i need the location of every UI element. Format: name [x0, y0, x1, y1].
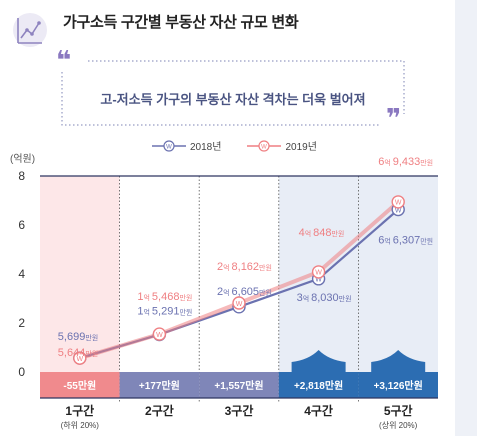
marker-glyph: W	[76, 356, 83, 363]
marker-circle	[232, 296, 246, 310]
change-cell-1	[40, 372, 120, 398]
close-quote-icon: ❞	[386, 104, 402, 134]
column-band-1	[40, 176, 120, 372]
x-tick-note: (상위 20%)	[379, 420, 418, 430]
data-label: 5,644만원	[58, 347, 98, 359]
marker-glyph: W	[156, 332, 163, 339]
legend-marker-2019: W	[247, 139, 282, 152]
marker-glyph: W	[315, 277, 322, 284]
data-label: 3억 8,030만원	[297, 292, 352, 304]
change-cell-5	[358, 372, 438, 398]
callout-text: 고-저소득 가구의 부동산 자산 격차는 더욱 벌어져	[100, 92, 366, 107]
x-tick-label: 3구간	[225, 403, 254, 418]
legend-item-2018: W 2018년	[152, 138, 221, 153]
change-label-4: +2,818만원	[294, 379, 343, 392]
change-label-1: -55만원	[63, 379, 96, 392]
legend-marker-2018: W	[152, 139, 186, 152]
data-label: 5,699만원	[58, 331, 98, 343]
line-chart-icon	[13, 13, 47, 47]
data-point: W	[232, 296, 246, 310]
marker-glyph: W	[236, 301, 243, 308]
change-cell-4	[278, 372, 359, 398]
data-label: 1억 5,291만원	[137, 306, 192, 318]
x-tick-label: 4구간	[304, 403, 333, 418]
change-cell-2	[119, 372, 200, 398]
marker-circle	[73, 351, 87, 365]
legend-label-2018: 2018년	[190, 142, 222, 153]
legend-label-2019: 2019년	[285, 142, 317, 153]
data-label: 4억 848만원	[299, 227, 345, 239]
y-axis-unit: (억원)	[10, 154, 36, 165]
data-point: W	[73, 351, 87, 365]
x-tick-label: 2구간	[145, 403, 174, 418]
data-label: 2억 8,162만원	[217, 261, 272, 273]
page-title: 가구소득 구간별 부동산 자산 규모 변화	[63, 14, 299, 31]
legend-item-2019: W 2019년	[247, 138, 317, 153]
change-label-3: +1,557만원	[214, 379, 263, 392]
marker-circle	[152, 327, 167, 341]
up-arrow-icon	[291, 350, 346, 372]
data-point: W	[311, 265, 326, 279]
x-tick-label: 1구간	[65, 403, 94, 418]
side-strip	[455, 0, 477, 436]
open-quote-icon: ❝	[56, 46, 72, 76]
change-cell-3	[199, 372, 279, 398]
change-label-2: +177만원	[139, 379, 180, 392]
marker-glyph: W	[315, 270, 322, 277]
marker-glyph: W	[395, 200, 402, 207]
svg-text:W: W	[166, 144, 172, 150]
callout-box: ❝ ❞ 고-저소득 가구의 부동산 자산 격차는 더욱 벌어져	[56, 46, 408, 134]
up-arrow-icon	[371, 350, 426, 372]
marker-circle	[391, 195, 405, 209]
y-tick-label: 6	[18, 218, 25, 232]
y-tick-label: 4	[18, 267, 25, 281]
data-point: W	[391, 195, 405, 209]
y-tick-label: 8	[18, 169, 25, 183]
x-tick-note: (하위 20%)	[61, 420, 100, 430]
change-label-5: +3,126만원	[374, 379, 423, 392]
data-label: 1억 5,468만원	[137, 291, 192, 303]
marker-circle	[311, 265, 326, 279]
data-label: 2억 6,605만원	[217, 286, 272, 298]
y-tick-label: 0	[18, 365, 25, 379]
column-band-3	[199, 176, 279, 372]
data-point: W	[152, 327, 167, 341]
marker-glyph: W	[395, 207, 402, 214]
data-label: 6억 9,433만원	[378, 156, 433, 168]
data-label: 6억 6,307만원	[378, 235, 433, 247]
y-tick-label: 2	[18, 316, 25, 330]
svg-text:W: W	[262, 144, 268, 150]
chart-legend: W 2018년 W 2019년	[152, 138, 317, 153]
x-tick-label: 5구간	[384, 403, 413, 418]
